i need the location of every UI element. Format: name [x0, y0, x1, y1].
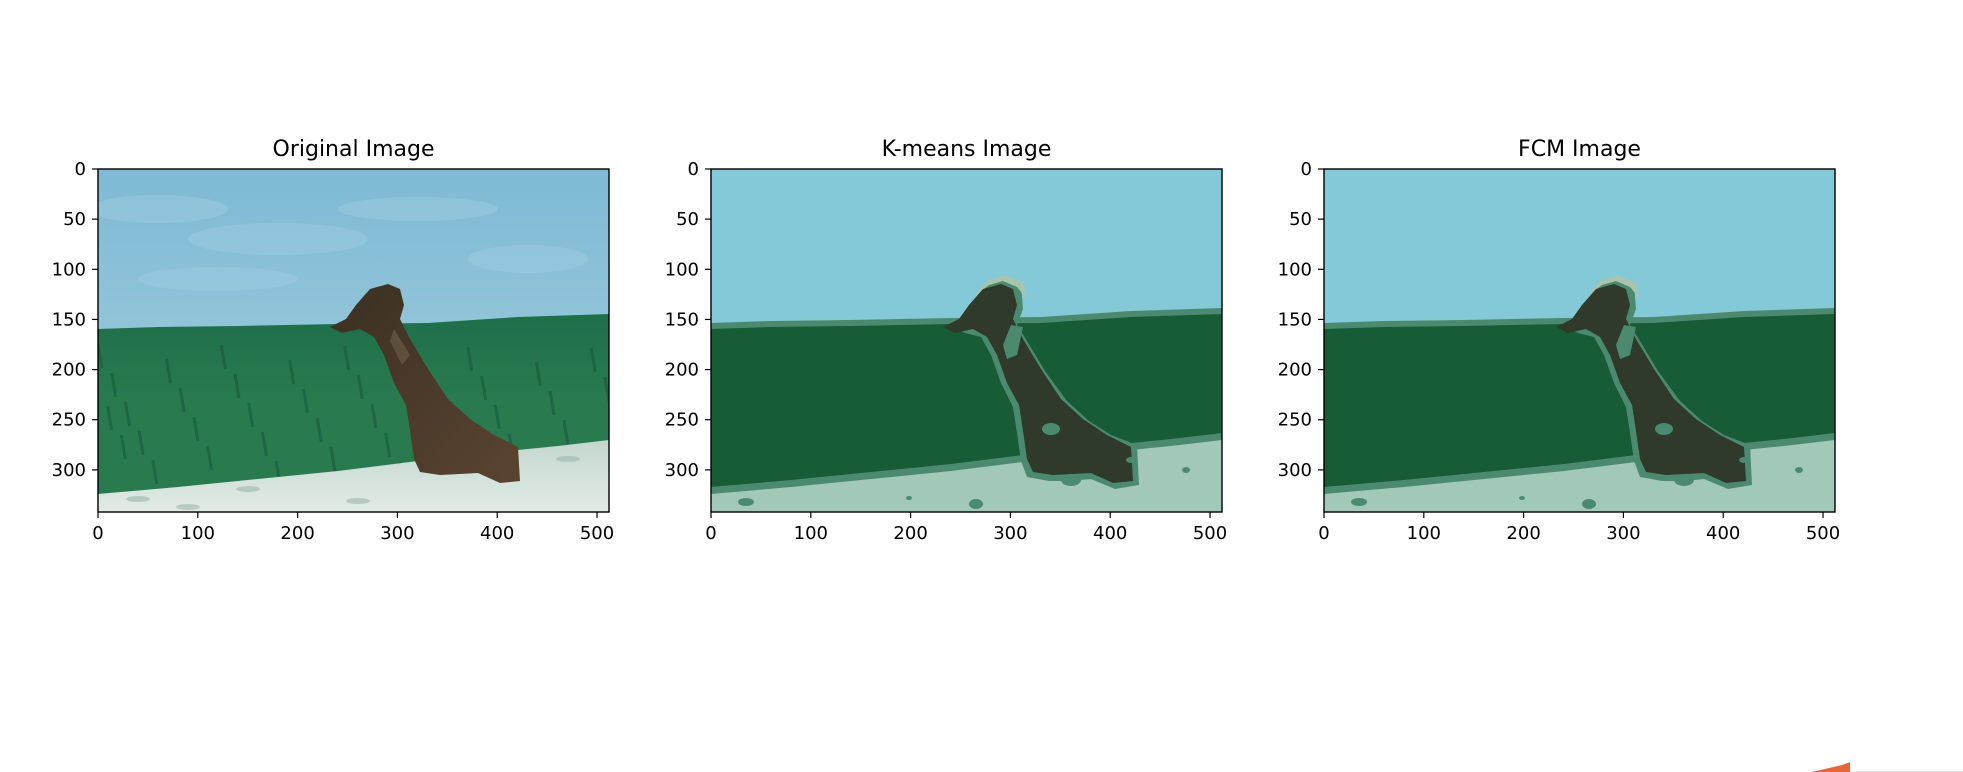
- x-tick-label: 400: [1093, 523, 1127, 544]
- x-tick-label: 400: [480, 523, 514, 544]
- y-tick-label: 200: [1278, 360, 1312, 381]
- x-tick-label: 300: [993, 523, 1027, 544]
- y-tick-label: 200: [52, 360, 86, 381]
- y-tick-label: 150: [665, 309, 699, 330]
- y-tick-label: 200: [665, 360, 699, 381]
- image-area: [711, 169, 1222, 512]
- panel-3: FCM Image 0 100 200 300 400 500 0 50 100 150 200 250…: [1278, 137, 1841, 544]
- y-tick-label: 300: [1278, 460, 1312, 481]
- image-area: [1324, 169, 1835, 512]
- y-tick-label: 0: [688, 159, 699, 180]
- y-tick-label: 300: [52, 460, 86, 481]
- axes-frame: [1323, 168, 1836, 513]
- y-tick-label: 50: [1289, 209, 1312, 230]
- x-tick-label: 200: [1506, 523, 1540, 544]
- x-tick-label: 500: [1806, 523, 1840, 544]
- y-tick-label: 150: [52, 309, 86, 330]
- y-tick-label: 250: [52, 410, 86, 431]
- x-tick-label: 200: [893, 523, 927, 544]
- panel-1: Original Image 0 100 200 300 400 500 0 50 100 150 2…: [52, 137, 615, 544]
- x-tick-label: 500: [1193, 523, 1227, 544]
- y-tick-label: 150: [1278, 309, 1312, 330]
- y-tick-label: 50: [63, 209, 86, 230]
- x-tick-label: 500: [580, 523, 614, 544]
- y-tick-label: 100: [665, 259, 699, 280]
- panel-title: K-means Image: [882, 137, 1052, 162]
- y-tick-label: 100: [52, 259, 86, 280]
- x-tick-label: 300: [380, 523, 414, 544]
- corner-widget: [1812, 762, 1963, 772]
- image-area: [98, 169, 609, 512]
- x-tick-label: 200: [280, 523, 314, 544]
- y-tick-label: 250: [1278, 410, 1312, 431]
- x-tick-label: 0: [705, 523, 716, 544]
- x-tick-label: 0: [92, 523, 103, 544]
- axes-frame: [97, 168, 610, 513]
- y-tick-label: 300: [665, 460, 699, 481]
- y-tick-label: 0: [1301, 159, 1312, 180]
- y-tick-label: 100: [1278, 259, 1312, 280]
- x-tick-label: 0: [1318, 523, 1329, 544]
- x-tick-label: 100: [794, 523, 828, 544]
- panel-2: K-means Image 0 100 200 300 400 500 0 50 100 150 20…: [665, 137, 1228, 544]
- axes-frame: [710, 168, 1223, 513]
- y-tick-label: 250: [665, 410, 699, 431]
- panel-title: Original Image: [273, 137, 435, 162]
- panel-title: FCM Image: [1518, 137, 1641, 162]
- x-tick-label: 100: [1407, 523, 1441, 544]
- x-tick-label: 100: [181, 523, 215, 544]
- x-tick-label: 300: [1606, 523, 1640, 544]
- x-tick-label: 400: [1706, 523, 1740, 544]
- y-tick-label: 0: [75, 159, 86, 180]
- y-tick-label: 50: [676, 209, 699, 230]
